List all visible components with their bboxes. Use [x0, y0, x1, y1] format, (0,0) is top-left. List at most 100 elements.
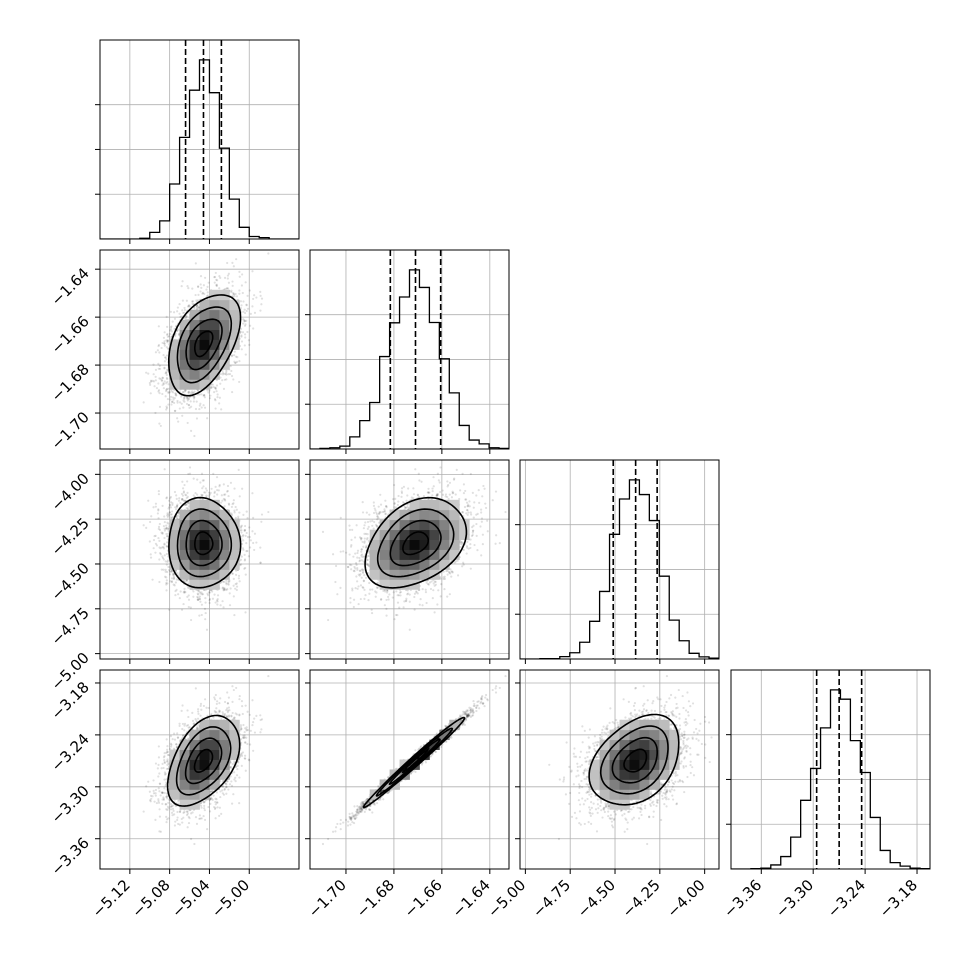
sample-point	[176, 310, 178, 312]
sample-point	[193, 400, 195, 402]
sample-point	[250, 313, 252, 315]
sample-point	[183, 307, 185, 309]
sample-point	[223, 483, 225, 485]
sample-point	[221, 379, 223, 381]
sample-point	[210, 488, 212, 490]
sample-point	[171, 510, 173, 512]
sample-point	[171, 580, 173, 582]
sample-point	[163, 340, 165, 342]
sample-point	[244, 312, 246, 314]
sample-point	[159, 365, 161, 367]
sample-point	[251, 270, 253, 272]
sample-point	[245, 281, 247, 283]
sample-point	[164, 345, 166, 347]
sample-point	[188, 391, 190, 393]
sample-point	[232, 378, 234, 380]
sample-point	[206, 629, 208, 631]
sample-point	[164, 360, 166, 362]
sample-point	[244, 320, 246, 322]
sample-point	[166, 333, 168, 335]
sample-point	[182, 391, 184, 393]
sample-point	[187, 422, 189, 424]
y-tick-label: −1.70	[48, 408, 93, 453]
histogram-panel-0	[95, 40, 299, 244]
sample-point	[239, 276, 241, 278]
sample-point	[174, 594, 176, 596]
sample-point	[143, 401, 145, 403]
sample-point	[168, 500, 170, 502]
sample-point	[196, 417, 198, 419]
sample-point	[149, 384, 151, 386]
sample-point	[231, 391, 233, 393]
sample-point	[218, 287, 220, 289]
sample-point	[231, 375, 233, 377]
sample-point	[248, 339, 250, 341]
sample-point	[190, 430, 192, 432]
sample-point	[233, 578, 235, 580]
sample-point	[230, 290, 232, 292]
density-cell	[209, 330, 219, 340]
sample-point	[246, 331, 248, 333]
sample-point	[254, 533, 256, 535]
sample-point	[244, 554, 246, 556]
sample-point	[208, 389, 210, 391]
sample-point	[180, 395, 182, 397]
sample-point	[244, 525, 246, 527]
sample-point	[165, 395, 167, 397]
sample-point	[235, 293, 237, 295]
sample-point	[155, 379, 157, 381]
sample-point	[225, 288, 227, 290]
sample-point	[182, 300, 184, 302]
sample-point	[226, 262, 228, 264]
sample-point	[241, 340, 243, 342]
sample-point	[165, 357, 167, 359]
sample-point	[204, 277, 206, 279]
sample-point	[167, 403, 169, 405]
sample-point	[154, 552, 156, 554]
sample-point	[216, 396, 218, 398]
sample-point	[175, 494, 177, 496]
sample-point	[224, 277, 226, 279]
sample-point	[214, 282, 216, 284]
sample-point	[153, 373, 155, 375]
sample-point	[214, 276, 216, 278]
sample-point	[170, 311, 172, 313]
sample-point	[216, 603, 218, 605]
sample-point	[158, 325, 160, 327]
sample-point	[166, 563, 168, 565]
sample-point	[251, 305, 253, 307]
sample-point	[236, 295, 238, 297]
sample-point	[186, 397, 188, 399]
sample-point	[174, 318, 176, 320]
sample-point	[157, 349, 159, 351]
sample-point	[199, 403, 201, 405]
sample-point	[240, 334, 242, 336]
sample-point	[246, 310, 248, 312]
sample-point	[244, 611, 246, 613]
sample-point	[217, 393, 219, 395]
sample-point	[182, 487, 184, 489]
sample-point	[169, 391, 171, 393]
sample-point	[153, 385, 155, 387]
sample-point	[228, 282, 230, 284]
sample-point	[223, 373, 225, 375]
sample-point	[179, 401, 181, 403]
scatter-panel-2-0: −5.00−4.75−4.50−4.25−4.00	[48, 460, 299, 694]
sample-point	[167, 383, 169, 385]
sample-point	[160, 378, 162, 380]
sample-point	[158, 526, 160, 528]
sample-point	[216, 384, 218, 386]
sample-point	[176, 417, 178, 419]
sample-point	[215, 407, 217, 409]
sample-point	[181, 415, 183, 417]
sample-point	[162, 569, 164, 571]
sample-point	[158, 392, 160, 394]
sample-point	[241, 284, 243, 286]
sample-point	[178, 313, 180, 315]
sample-point	[165, 525, 167, 527]
sample-point	[174, 410, 176, 412]
sample-point	[203, 284, 205, 286]
sample-point	[186, 285, 188, 287]
sample-point	[234, 362, 236, 364]
